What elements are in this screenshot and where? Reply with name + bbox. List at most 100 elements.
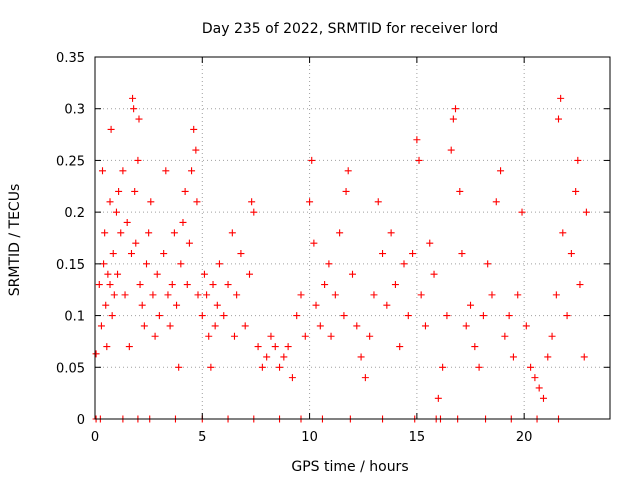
data-point — [101, 229, 109, 237]
data-point — [233, 291, 241, 299]
data-point — [237, 250, 245, 258]
data-point — [115, 187, 123, 195]
y-tick-label: 0.35 — [56, 51, 85, 66]
data-point — [215, 260, 223, 268]
data-point — [162, 167, 170, 175]
data-point — [114, 270, 122, 278]
data-point — [501, 332, 509, 340]
data-point — [129, 94, 137, 102]
x-tick-label: 20 — [516, 430, 533, 445]
x-axis-label: GPS time / hours — [291, 459, 408, 475]
data-point — [488, 291, 496, 299]
data-point — [316, 322, 324, 330]
data-point — [471, 343, 479, 351]
data-point — [580, 353, 588, 361]
y-tick-label: 0.3 — [64, 103, 85, 118]
data-point — [439, 363, 447, 371]
data-point — [136, 281, 144, 289]
x-tick-label: 5 — [198, 430, 206, 445]
data-point — [321, 281, 329, 289]
data-point — [344, 167, 352, 175]
data-point — [205, 332, 213, 340]
data-point — [492, 198, 500, 206]
data-point — [276, 363, 284, 371]
data-point — [353, 322, 361, 330]
data-point — [479, 312, 487, 320]
data-point — [297, 291, 305, 299]
data-point — [97, 322, 105, 330]
data-point — [361, 374, 369, 382]
axis-ticks: 0 0.05 0.1 0.15 0.2 0.25 0.3 0.35 0 5 10 15 20 — [56, 51, 610, 445]
data-point — [246, 270, 253, 278]
data-point — [426, 239, 434, 247]
data-point — [198, 312, 206, 320]
data-point — [168, 281, 176, 289]
data-point — [121, 291, 129, 299]
data-point — [514, 291, 522, 299]
data-point — [103, 343, 111, 351]
data-point — [421, 322, 429, 330]
data-point — [387, 229, 395, 237]
data-point — [284, 343, 292, 351]
data-point — [149, 291, 157, 299]
data-point — [342, 187, 350, 195]
data-point — [173, 301, 181, 309]
data-point — [123, 218, 131, 226]
data-point — [258, 363, 266, 371]
data-point — [280, 353, 288, 361]
y-tick-label: 0.1 — [64, 310, 85, 325]
data-point — [452, 105, 459, 113]
data-point — [190, 125, 198, 133]
data-point — [102, 301, 110, 309]
data-point — [443, 312, 451, 320]
data-point — [117, 229, 125, 237]
data-point — [325, 260, 333, 268]
data-point — [539, 394, 547, 402]
data-point — [582, 208, 590, 216]
data-point — [203, 291, 211, 299]
data-point — [552, 291, 560, 299]
data-point — [374, 198, 382, 206]
data-point — [415, 156, 423, 164]
data-point — [391, 281, 399, 289]
data-point — [527, 363, 535, 371]
data-point — [95, 281, 103, 289]
data-point — [131, 187, 139, 195]
data-point — [106, 198, 114, 206]
data-point — [194, 291, 202, 299]
data-point — [104, 270, 112, 278]
data-point — [456, 187, 464, 195]
data-point — [366, 332, 374, 340]
data-point — [108, 312, 116, 320]
data-point — [155, 312, 163, 320]
data-point — [572, 187, 580, 195]
plot-frame — [94, 56, 611, 420]
data-points — [92, 94, 590, 423]
data-point — [312, 301, 320, 309]
data-point — [574, 156, 582, 164]
data-point — [509, 353, 517, 361]
data-point — [340, 312, 348, 320]
data-point — [250, 208, 258, 216]
y-tick-label: 0.2 — [64, 206, 85, 221]
data-point — [379, 250, 387, 258]
data-point — [497, 167, 505, 175]
y-tick-label: 0.15 — [56, 258, 85, 273]
data-point — [555, 115, 562, 123]
data-point — [383, 301, 391, 309]
data-point — [404, 312, 412, 320]
data-point — [130, 105, 138, 113]
data-point — [248, 198, 256, 206]
data-point — [458, 250, 466, 258]
data-point — [336, 229, 344, 237]
data-point — [230, 332, 238, 340]
data-point — [181, 187, 189, 195]
data-point — [147, 198, 155, 206]
data-point — [518, 208, 526, 216]
data-point — [110, 291, 118, 299]
data-point — [209, 281, 217, 289]
data-point — [535, 384, 543, 392]
data-point — [166, 322, 174, 330]
data-point — [396, 343, 404, 351]
